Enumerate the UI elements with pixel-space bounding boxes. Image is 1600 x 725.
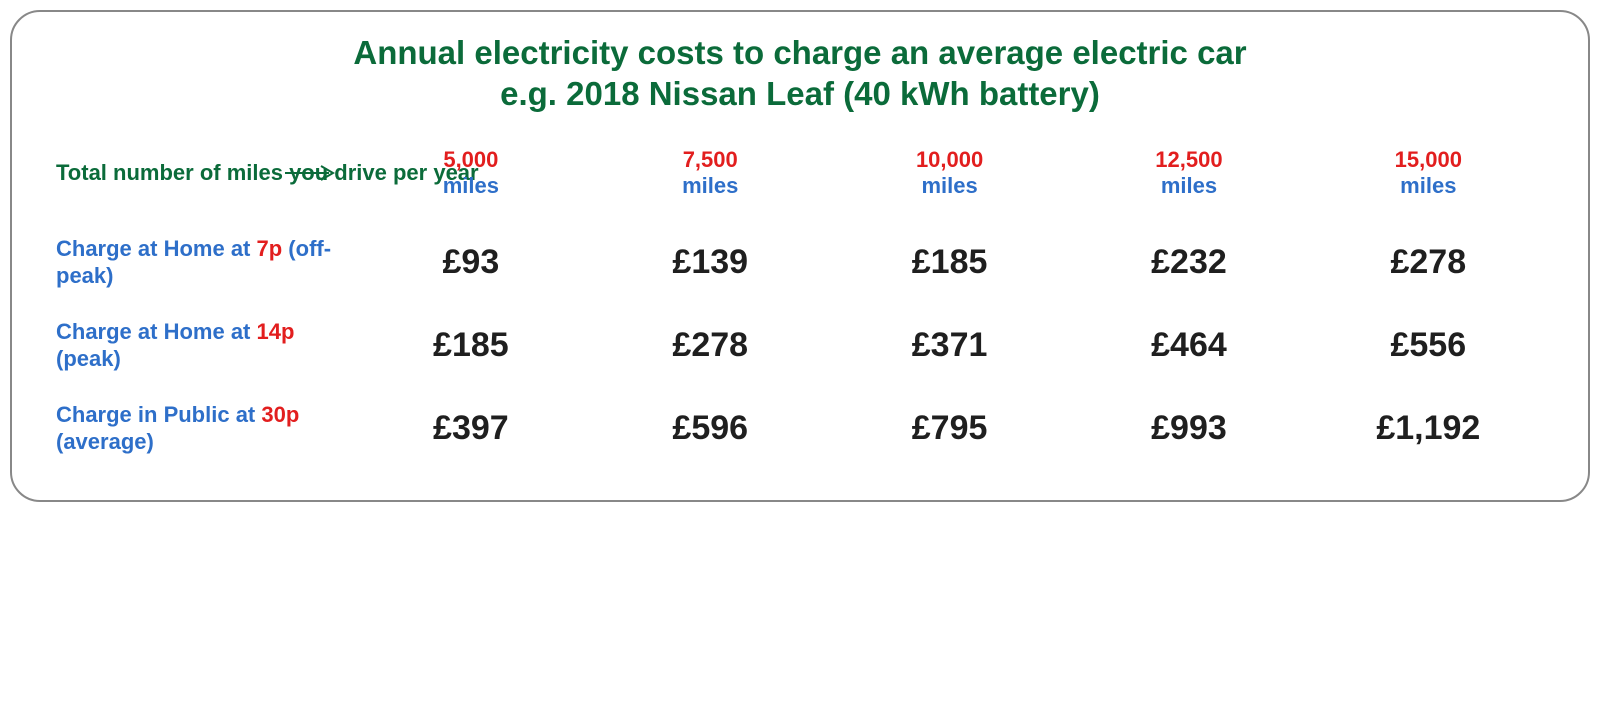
cost-cell: £185 xyxy=(351,304,590,387)
arrow-right-icon xyxy=(285,164,339,182)
cost-cell: £795 xyxy=(830,387,1069,470)
row-label: Charge at Home at 7p (off-peak) xyxy=(52,221,351,304)
cost-table: Total number of miles you drive per year… xyxy=(52,133,1548,470)
row-label: Charge at Home at 14p (peak) xyxy=(52,304,351,387)
table-header-row: Total number of miles you drive per year… xyxy=(52,133,1548,221)
cost-cell: £464 xyxy=(1069,304,1308,387)
miles-header-label-cell: Total number of miles you drive per year xyxy=(52,133,351,221)
mileage-col: 15,000miles xyxy=(1309,133,1548,221)
card-title: Annual electricity costs to charge an av… xyxy=(52,32,1548,115)
cost-cell: £596 xyxy=(591,387,830,470)
title-line2: e.g. 2018 Nissan Leaf (40 kWh battery) xyxy=(500,75,1100,112)
cost-cell: £93 xyxy=(351,221,590,304)
table-row: Charge at Home at 14p (peak) £185 £278 £… xyxy=(52,304,1548,387)
cost-cell: £1,192 xyxy=(1309,387,1548,470)
cost-card: Annual electricity costs to charge an av… xyxy=(10,10,1590,502)
mileage-col: 7,500miles xyxy=(591,133,830,221)
miles-header-label: Total number of miles you drive per year xyxy=(56,160,479,185)
mileage-col: 10,000miles xyxy=(830,133,1069,221)
table-row: Charge in Public at 30p (average) £397 £… xyxy=(52,387,1548,470)
cost-cell: £232 xyxy=(1069,221,1308,304)
cost-cell: £278 xyxy=(1309,221,1548,304)
cost-cell: £556 xyxy=(1309,304,1548,387)
mileage-col: 12,500miles xyxy=(1069,133,1308,221)
cost-cell: £993 xyxy=(1069,387,1308,470)
cost-cell: £185 xyxy=(830,221,1069,304)
cost-cell: £139 xyxy=(591,221,830,304)
cost-cell: £397 xyxy=(351,387,590,470)
row-label: Charge in Public at 30p (average) xyxy=(52,387,351,470)
cost-cell: £371 xyxy=(830,304,1069,387)
cost-cell: £278 xyxy=(591,304,830,387)
table-row: Charge at Home at 7p (off-peak) £93 £139… xyxy=(52,221,1548,304)
title-line1: Annual electricity costs to charge an av… xyxy=(353,34,1246,71)
